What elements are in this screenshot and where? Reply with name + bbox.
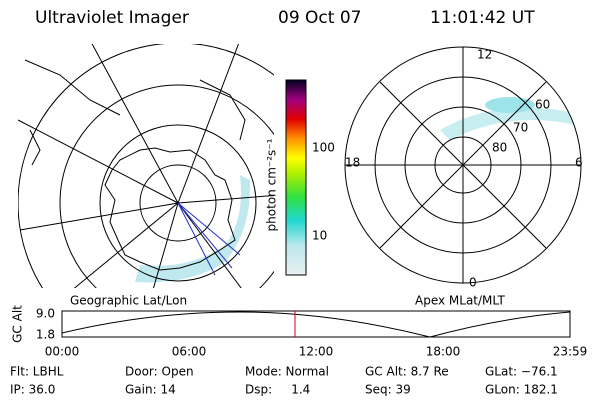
info-field: GC Alt: 8.7 Re [365, 365, 449, 379]
mlt-label: 0 [469, 276, 477, 290]
info-field: Flt: LBHL [10, 365, 64, 379]
altitude-frame [61, 310, 571, 338]
mlt-label: 12 [477, 48, 492, 62]
x-tick-label: 06:00 [172, 345, 207, 359]
info-field: Door: Open [125, 365, 194, 379]
mlt-label: 6 [575, 156, 583, 170]
mlt-label: 18 [345, 156, 360, 170]
y-label: GC Alt [11, 305, 25, 343]
x-tick-label: 00:00 [45, 345, 80, 359]
time: 11:01:42 UT [430, 8, 535, 28]
info-field: Seq: 39 [365, 383, 411, 397]
mlat-label: 80 [492, 141, 507, 155]
info-field: IP: 36.0 [10, 383, 55, 397]
colorbar-unit: photon cm⁻²s⁻¹ [265, 138, 279, 231]
panel-label: Apex MLat/MLT [415, 294, 505, 308]
x-tick-label: 12:00 [299, 345, 334, 359]
y-tick-label: 1.8 [36, 328, 55, 342]
panel-label: Geographic Lat/Lon [70, 294, 187, 308]
mlat-label: 70 [513, 121, 528, 135]
date: 09 Oct 07 [278, 8, 361, 28]
info-field: Dsp: 1.4 [245, 383, 310, 397]
info-panel: Flt: LBHL Door: Open Mode: Normal GC Alt: 8… [10, 365, 558, 397]
instrument: Ultraviolet Imager [35, 8, 189, 28]
colorbar-tick: 100 [312, 141, 335, 155]
colorbar [285, 79, 307, 276]
y-tick-label: 9.0 [36, 307, 55, 321]
info-field: Gain: 14 [125, 383, 176, 397]
x-tick-label: 18:00 [426, 345, 461, 359]
mlat-label: 60 [535, 98, 550, 112]
x-tick-label: 23:59 [553, 345, 588, 359]
info-field: GLat: −76.1 [485, 365, 558, 379]
altitude-curve [61, 311, 571, 338]
colorbar-tick: 10 [312, 229, 327, 243]
geo-map [18, 44, 274, 288]
polar-plot [344, 46, 582, 284]
info-field: Mode: Normal [245, 365, 329, 379]
info-field: GLon: 182.1 [485, 383, 558, 397]
